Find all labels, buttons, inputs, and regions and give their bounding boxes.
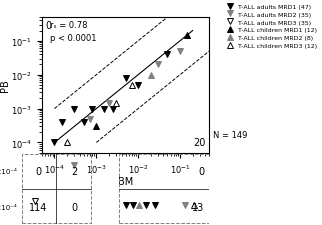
Text: 20: 20: [194, 138, 206, 148]
Text: 0: 0: [35, 166, 41, 176]
Text: rₛ = 0.78: rₛ = 0.78: [50, 21, 88, 30]
Text: 114: 114: [29, 202, 47, 212]
Text: neg <10⁻⁴: neg <10⁻⁴: [0, 204, 16, 210]
Text: 0: 0: [71, 202, 78, 212]
X-axis label: BM: BM: [118, 176, 133, 186]
Text: p < 0.0001: p < 0.0001: [50, 34, 97, 43]
Text: 0: 0: [45, 21, 51, 31]
Text: pos <10⁻⁴: pos <10⁻⁴: [0, 168, 16, 174]
Y-axis label: PB: PB: [0, 79, 10, 92]
Text: 0: 0: [198, 166, 204, 176]
Text: 2: 2: [71, 166, 78, 176]
Legend: T-ALL adults MRD1 (47), T-ALL adults MRD2 (35), T-ALL adults MRD3 (35), T-ALL ch: T-ALL adults MRD1 (47), T-ALL adults MRD…: [223, 3, 319, 50]
Text: N = 149: N = 149: [213, 130, 247, 140]
Text: 13: 13: [192, 202, 204, 212]
